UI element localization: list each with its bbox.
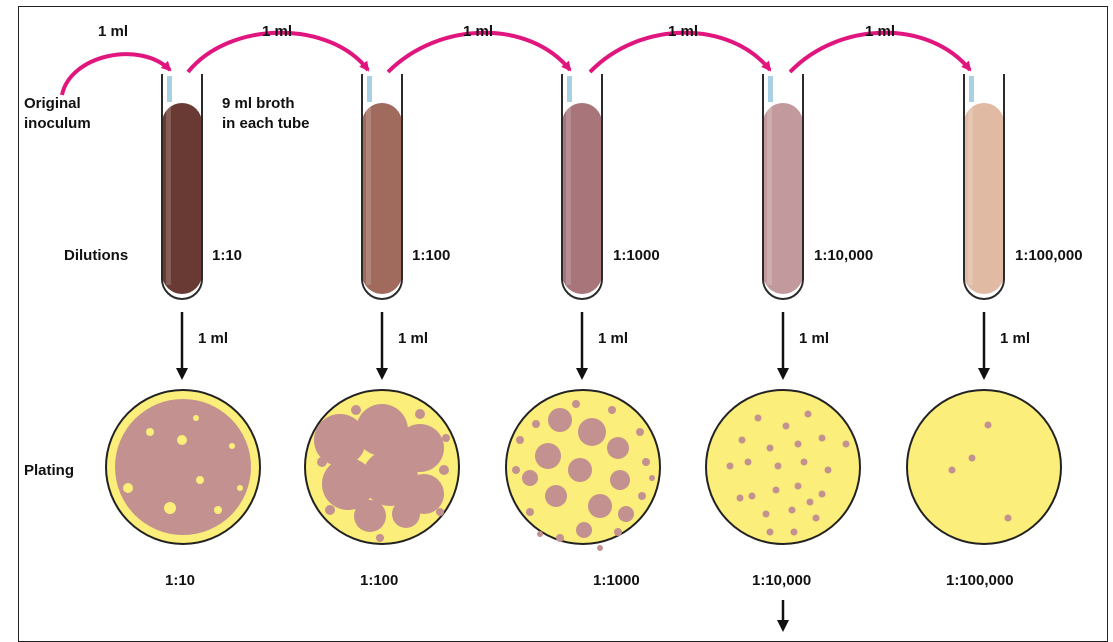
transfer-arrow-3 <box>588 30 772 74</box>
tube-2 <box>361 74 403 300</box>
plate-4 <box>705 389 861 545</box>
plating-label: Plating <box>24 462 74 479</box>
plating-arrows <box>176 312 990 632</box>
colonies <box>948 421 1012 522</box>
tube-glass <box>161 74 203 300</box>
transfer-arrow-1 <box>186 30 370 74</box>
transfer-label: 1 ml <box>668 23 698 40</box>
plate-3 <box>505 389 661 551</box>
tube-5 <box>963 74 1005 300</box>
original-inoculum-label: Original <box>24 95 81 112</box>
transfer-label: 1 ml <box>463 23 493 40</box>
plate-dilution-label: 1:100,000 <box>946 572 1014 589</box>
tube-dilution-label: 1:10 <box>212 247 242 264</box>
tube-highlight <box>166 105 171 285</box>
tube-3 <box>561 74 603 300</box>
plate-dilution-label: 1:1000 <box>593 572 640 589</box>
broth-note: in each tube <box>222 115 310 132</box>
colonies <box>726 410 850 536</box>
dilutions-label: Dilutions <box>64 247 128 264</box>
plating-volume-label: 1 ml <box>198 330 228 347</box>
tube-glare <box>167 76 172 102</box>
inoculum-arrow <box>60 52 172 96</box>
tube-dilution-label: 1:100 <box>412 247 450 264</box>
plating-volume-label: 1 ml <box>1000 330 1030 347</box>
transfer-label: 1 ml <box>98 23 128 40</box>
colony-clusters <box>512 400 655 551</box>
plating-volume-label: 1 ml <box>398 330 428 347</box>
tube-dilution-label: 1:10,000 <box>814 247 873 264</box>
plate-dilution-label: 1:100 <box>360 572 398 589</box>
transfer-label: 1 ml <box>865 23 895 40</box>
plating-volume-label: 1 ml <box>799 330 829 347</box>
transfer-arrow-4 <box>788 30 972 74</box>
plate-dilution-label: 1:10,000 <box>752 572 811 589</box>
transfer-label: 1 ml <box>262 23 292 40</box>
plate-5 <box>906 389 1062 545</box>
tube-4 <box>762 74 804 300</box>
tube-dilution-label: 1:1000 <box>613 247 660 264</box>
colony-clusters <box>314 404 450 542</box>
plate-dilution-label: 1:10 <box>165 572 195 589</box>
agar-gaps <box>123 415 243 514</box>
original-inoculum-label: inoculum <box>24 115 91 132</box>
broth-note: 9 ml broth <box>222 95 295 112</box>
plate-2 <box>304 389 460 545</box>
plating-volume-label: 1 ml <box>598 330 628 347</box>
tube-dilution-label: 1:100,000 <box>1015 247 1083 264</box>
colony-lawn <box>115 399 251 535</box>
transfer-arrows <box>60 30 972 96</box>
tube-1 <box>161 74 203 300</box>
transfer-arrow-2 <box>386 30 572 74</box>
tube-liquid <box>162 103 202 294</box>
plate-1 <box>105 389 261 545</box>
